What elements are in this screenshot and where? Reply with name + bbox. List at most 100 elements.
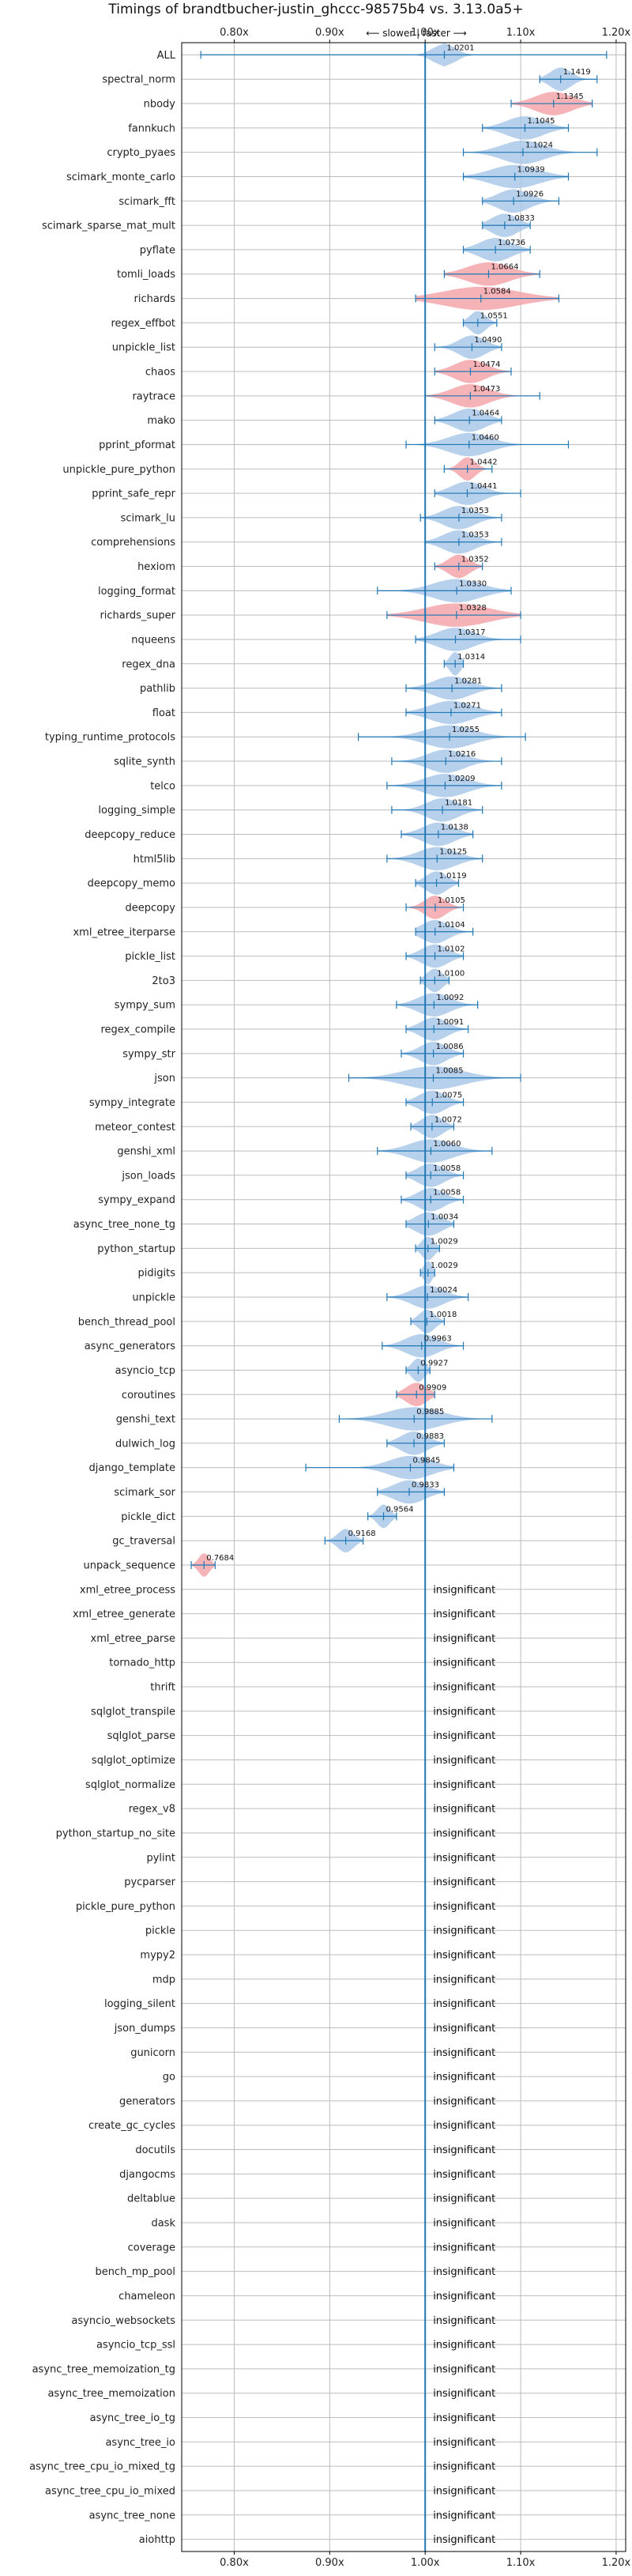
benchmark-name: json	[153, 1073, 175, 1084]
mean-value-label: 1.0473	[472, 385, 500, 394]
mean-value-label: 1.0490	[474, 336, 502, 345]
benchmark-name: html5lib	[134, 854, 175, 866]
benchmark-name: hexiom	[137, 561, 175, 573]
mean-value-label: 1.0075	[434, 1091, 462, 1099]
mean-value-label: 1.0664	[491, 263, 518, 272]
mean-value-label: 1.0939	[517, 165, 545, 174]
mean-value-label: 1.0474	[472, 360, 500, 369]
mean-value-label: 1.0102	[438, 945, 465, 954]
benchmark-name: dulwich_log	[115, 1438, 175, 1450]
benchmark-name: unpickle_list	[112, 342, 175, 354]
insignificant-label: insignificant	[433, 1658, 495, 1669]
benchmark-name: gunicorn	[130, 2047, 175, 2059]
mean-value-label: 1.0119	[439, 872, 467, 881]
benchmark-name: telco	[150, 780, 175, 792]
mean-value-label: 0.9845	[412, 1457, 440, 1465]
benchmark-name: gc_traversal	[112, 1536, 175, 1548]
mean-value-label: 1.0085	[435, 1067, 463, 1076]
mean-value-label: 1.0328	[459, 604, 487, 613]
mean-value-label: 1.0441	[469, 482, 497, 491]
mean-value-label: 1.0029	[431, 1262, 458, 1270]
insignificant-label: insignificant	[433, 1779, 495, 1791]
benchmark-name: pprint_safe_repr	[92, 488, 175, 500]
insignificant-label: insignificant	[433, 2120, 495, 2132]
benchmark-name: genshi_text	[116, 1414, 175, 1426]
mean-value-label: 1.0281	[454, 677, 482, 686]
mean-value-label: 1.0833	[507, 214, 535, 223]
tick-label-top: 0.90x	[315, 27, 344, 39]
insignificant-label: insignificant	[433, 2095, 495, 2107]
benchmark-name: sympy_integrate	[89, 1097, 175, 1109]
benchmark-name: logging_format	[98, 586, 175, 598]
mean-value-label: 0.9927	[420, 1359, 448, 1367]
mean-value-label: 1.1345	[556, 92, 584, 101]
mean-value-label: 0.9909	[419, 1383, 446, 1392]
insignificant-label: insignificant	[433, 1755, 495, 1767]
benchmark-name: coroutines	[122, 1390, 175, 1401]
benchmark-name: scimark_sparse_mat_mult	[42, 221, 175, 232]
mean-value-label: 1.0072	[434, 1115, 462, 1124]
benchmark-name: genshi_xml	[117, 1146, 175, 1158]
insignificant-label: insignificant	[433, 1950, 495, 1962]
insignificant-label: insignificant	[433, 2144, 495, 2156]
benchmark-name: xml_etree_iterparse	[73, 926, 175, 938]
insignificant-label: insignificant	[433, 1925, 495, 1937]
tick-label-bottom: 1.00x	[411, 2557, 440, 2569]
benchmark-name: regex_compile	[100, 1024, 175, 1036]
mean-value-label: 1.0034	[431, 1213, 458, 1222]
tick-label-top: 0.80x	[220, 27, 249, 39]
benchmark-name: richards_super	[100, 610, 175, 622]
insignificant-label: insignificant	[433, 1682, 495, 1694]
tick-label-top: 1.00x	[411, 27, 440, 39]
benchmark-name: python_startup	[97, 1243, 175, 1255]
benchmark-name: dask	[151, 2217, 175, 2229]
tick-label-top: 1.20x	[602, 27, 631, 39]
benchmark-name: pickle_list	[125, 951, 175, 963]
benchmark-name: async_tree_none	[89, 2510, 175, 2521]
insignificant-label: insignificant	[433, 2534, 495, 2546]
benchmark-name: pylint	[146, 1852, 175, 1864]
benchmark-name: sympy_sum	[115, 1000, 175, 1012]
benchmark-name: sqlglot_optimize	[92, 1755, 175, 1767]
mean-value-label: 0.9564	[386, 1505, 413, 1514]
insignificant-label: insignificant	[433, 2461, 495, 2473]
insignificant-label: insignificant	[433, 2266, 495, 2278]
tick-label-top: 1.10x	[506, 27, 536, 39]
benchmark-name: asyncio_tcp	[115, 1365, 175, 1377]
mean-value-label: 1.0353	[461, 507, 489, 515]
benchmark-name: typing_runtime_protocols	[45, 732, 175, 744]
benchmark-name: pyflate	[140, 244, 175, 256]
mean-value-label: 0.7684	[206, 1554, 234, 1563]
mean-value-label: 1.0058	[433, 1189, 461, 1197]
benchmark-name: pidigits	[138, 1268, 176, 1280]
insignificant-label: insignificant	[433, 1633, 495, 1645]
plot-frame	[181, 42, 626, 2552]
benchmark-name: xml_etree_process	[80, 1584, 175, 1596]
benchmark-name: deltablue	[127, 2193, 175, 2205]
benchmark-name: scimark_sor	[114, 1487, 175, 1499]
benchmark-name: nbody	[144, 99, 176, 111]
mean-value-label: 1.0086	[436, 1043, 464, 1051]
mean-value-label: 1.0317	[458, 628, 486, 637]
chart-title: Timings of brandtbucher-justin_ghccc-985…	[107, 2, 523, 17]
benchmark-name: xml_etree_parse	[91, 1633, 175, 1645]
mean-value-label: 1.1045	[527, 117, 555, 126]
benchmark-name: go	[163, 2072, 175, 2084]
benchmark-name: async_tree_io	[105, 2437, 175, 2449]
tick-label-bottom: 0.90x	[315, 2557, 344, 2569]
insignificant-label: insignificant	[433, 1876, 495, 1888]
mean-value-label: 1.0352	[461, 556, 489, 564]
benchmark-name: comprehensions	[91, 537, 175, 549]
x-axis-top: 0.80x 0.90x 1.00x 1.10x 1.20x	[220, 27, 631, 43]
mean-value-label: 1.0255	[452, 726, 480, 734]
benchmark-name: asyncio_websockets	[71, 2315, 175, 2327]
mean-value-label: 1.0209	[447, 775, 475, 783]
mean-value-label: 1.1419	[563, 68, 591, 77]
benchmark-labels: ALL 1.0201 spectral_norm 1.1419 nbody 1.1345 f…	[29, 43, 591, 2546]
mean-value-label: 1.0091	[436, 1018, 464, 1027]
benchmark-name: nqueens	[131, 634, 175, 646]
insignificant-label: insignificant	[433, 1852, 495, 1864]
mean-value-label: 1.0460	[472, 433, 499, 442]
insignificant-label: insignificant	[433, 1706, 495, 1718]
